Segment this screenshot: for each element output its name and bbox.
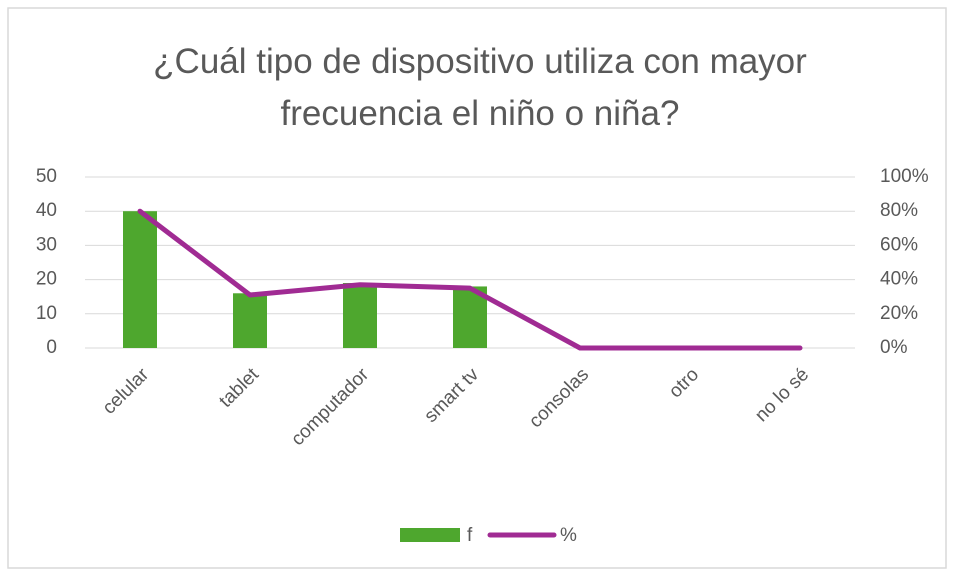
legend-swatch xyxy=(400,528,460,542)
y2-tick-label: 20% xyxy=(880,303,918,324)
x-tick-label: tablet xyxy=(215,364,263,412)
y-tick-label: 0 xyxy=(46,337,57,358)
line xyxy=(137,208,803,351)
bar xyxy=(123,211,157,348)
y-tick-label: 40 xyxy=(36,200,57,221)
x-tick-label: consolas xyxy=(525,364,593,432)
y-tick-label: 30 xyxy=(36,234,57,255)
y2-tick-label: 60% xyxy=(880,234,918,255)
chart-title: ¿Cuál tipo de dispositivo utiliza con ma… xyxy=(153,42,807,133)
bar xyxy=(343,283,377,348)
y-tick-label: 10 xyxy=(36,303,57,324)
legend-label: % xyxy=(560,525,577,546)
legend-label: f xyxy=(467,525,473,546)
y-tick-label: 20 xyxy=(36,269,57,290)
x-tick-label: computador xyxy=(287,364,373,450)
x-tick-label: smart tv xyxy=(420,364,483,427)
y-tick-label: 50 xyxy=(36,166,57,187)
x-tick-label: otro xyxy=(665,364,703,402)
y2-tick-label: 80% xyxy=(880,200,918,221)
y2-tick-label: 100% xyxy=(880,166,929,187)
bar xyxy=(233,293,267,348)
chart-border xyxy=(7,7,947,569)
y2-tick-label: 0% xyxy=(880,337,908,358)
y2-tick-label: 40% xyxy=(880,269,918,290)
x-tick-label: celular xyxy=(99,364,154,419)
x-tick-label: no lo sé xyxy=(751,364,813,426)
